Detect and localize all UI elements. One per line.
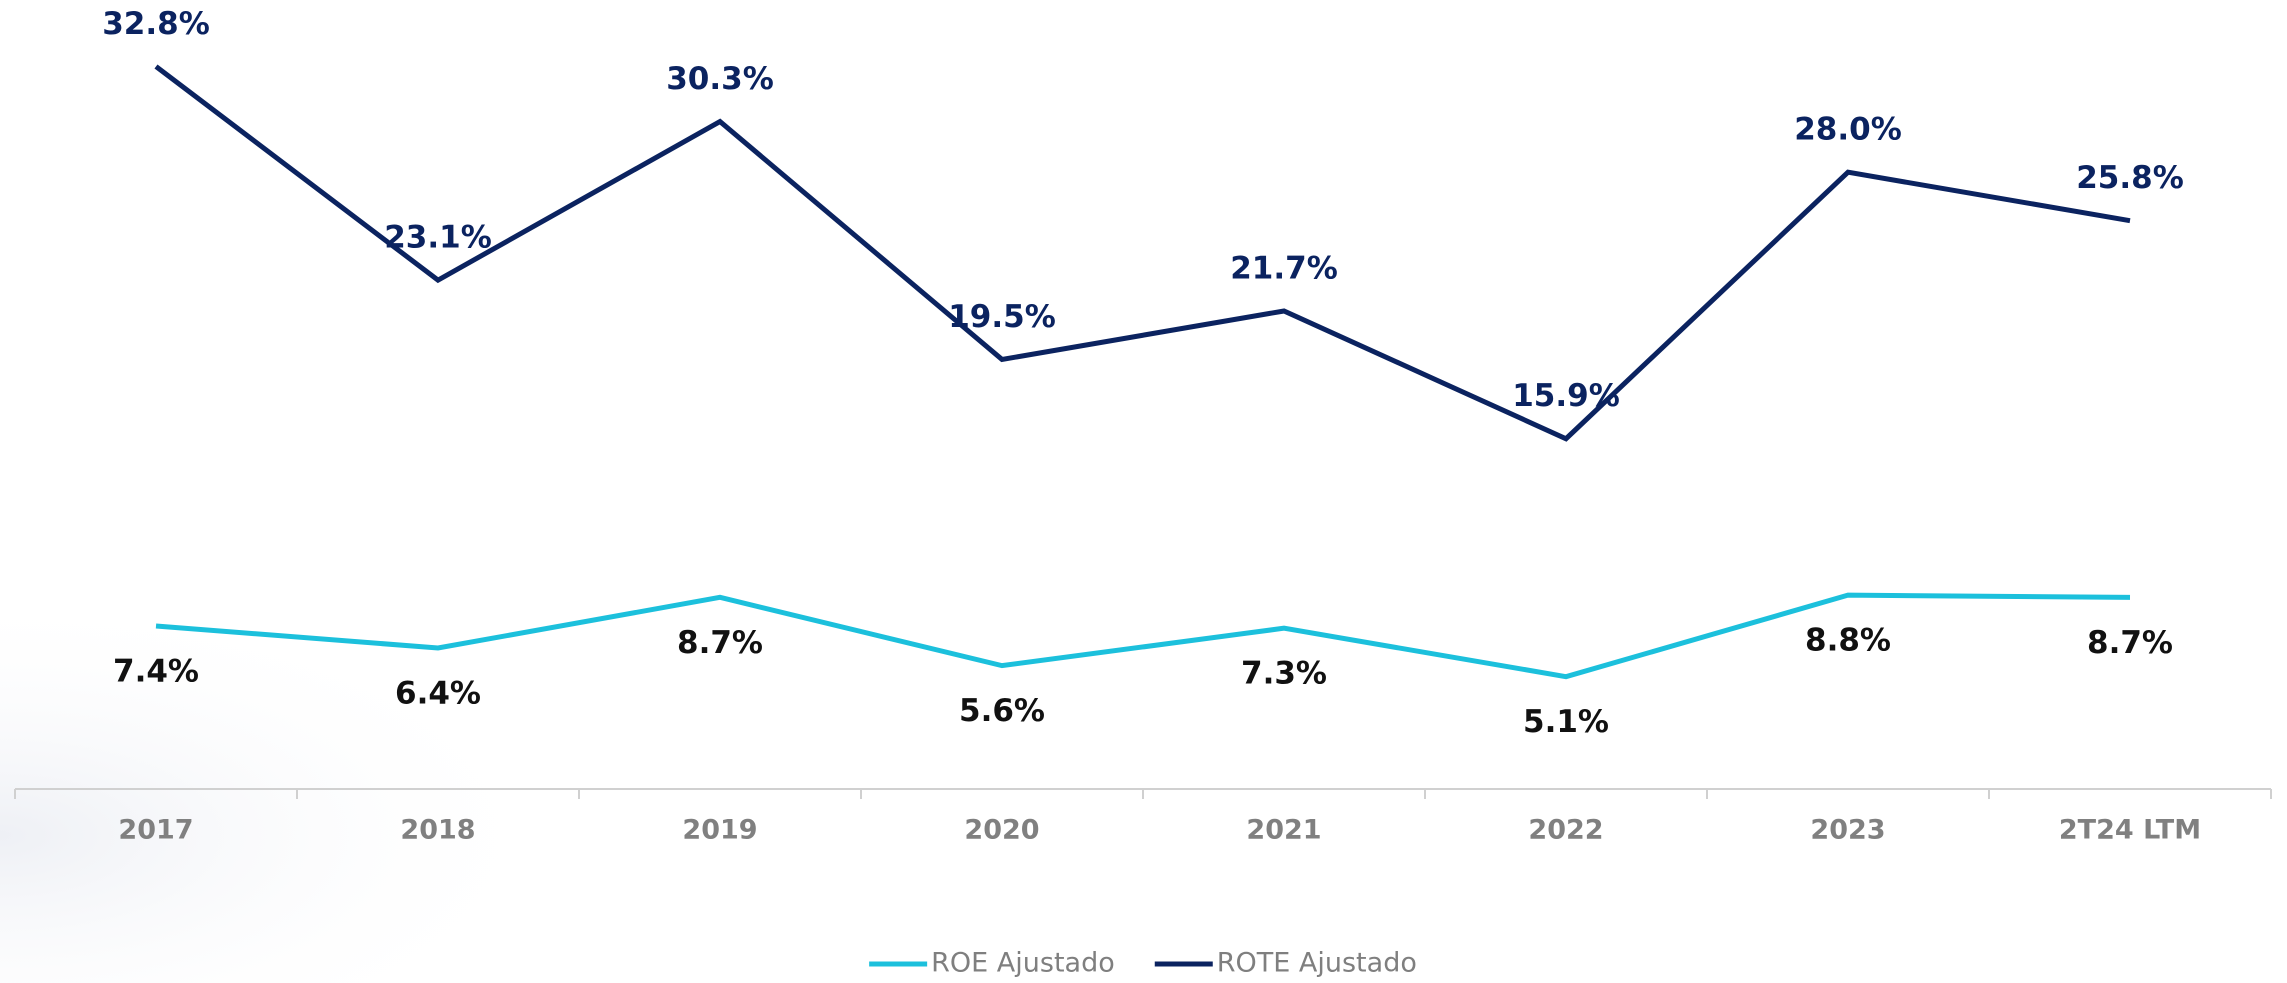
x-tick-label: 2020 bbox=[964, 815, 1039, 846]
data-label: 7.4% bbox=[113, 653, 199, 689]
x-tick-label: 2019 bbox=[682, 815, 757, 846]
data-label: 6.4% bbox=[395, 676, 481, 712]
data-label: 7.3% bbox=[1241, 656, 1327, 692]
legend-item: ROE Ajustado bbox=[869, 948, 1115, 979]
line-series bbox=[154, 64, 2131, 442]
data-label: 15.9% bbox=[1512, 378, 1620, 414]
legend-label: ROTE Ajustado bbox=[1217, 948, 1417, 979]
legend-label: ROE Ajustado bbox=[931, 948, 1115, 979]
data-label: 32.8% bbox=[102, 6, 210, 42]
x-tick-label: 2023 bbox=[1810, 815, 1885, 846]
data-label: 8.7% bbox=[2087, 625, 2173, 661]
data-label: 5.6% bbox=[959, 693, 1045, 729]
x-tick-label: 2021 bbox=[1246, 815, 1321, 846]
legend-item: ROTE Ajustado bbox=[1154, 948, 1417, 979]
data-label: 25.8% bbox=[2076, 160, 2184, 196]
data-label: 19.5% bbox=[948, 299, 1056, 335]
line-series bbox=[155, 592, 2131, 680]
data-label: 8.7% bbox=[677, 625, 763, 661]
data-label: 21.7% bbox=[1230, 250, 1338, 286]
data-label: 8.8% bbox=[1805, 623, 1891, 659]
x-tick-label: 2022 bbox=[1528, 815, 1603, 846]
data-label: 5.1% bbox=[1523, 704, 1609, 740]
x-tick-label: 2T24 LTM bbox=[2059, 815, 2201, 846]
data-label: 28.0% bbox=[1794, 112, 1902, 148]
data-label: 23.1% bbox=[384, 220, 492, 256]
data-label: 30.3% bbox=[666, 61, 774, 97]
x-tick-label: 2018 bbox=[400, 815, 475, 846]
x-tick-label: 2017 bbox=[118, 815, 193, 846]
